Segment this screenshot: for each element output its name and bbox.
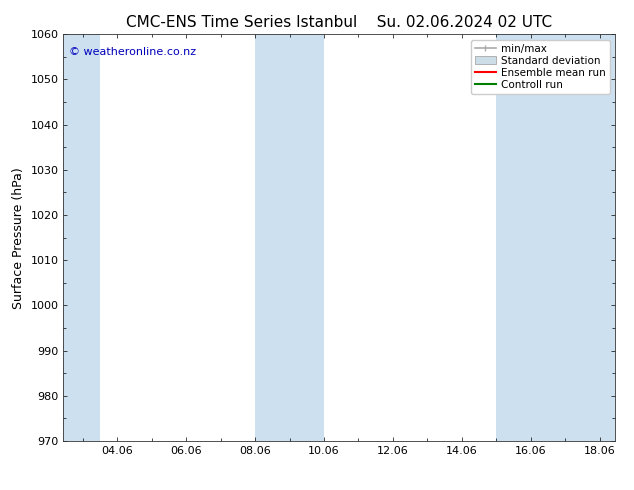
Legend: min/max, Standard deviation, Ensemble mean run, Controll run: min/max, Standard deviation, Ensemble me… (470, 40, 610, 94)
Bar (496, 34, 615, 441)
Y-axis label: Surface Pressure (hPa): Surface Pressure (hPa) (12, 167, 25, 309)
Bar (255, 34, 324, 441)
Text: © weatheronline.co.nz: © weatheronline.co.nz (69, 47, 196, 56)
Title: CMC-ENS Time Series Istanbul    Su. 02.06.2024 02 UTC: CMC-ENS Time Series Istanbul Su. 02.06.2… (126, 15, 552, 30)
Bar (63, 34, 100, 441)
